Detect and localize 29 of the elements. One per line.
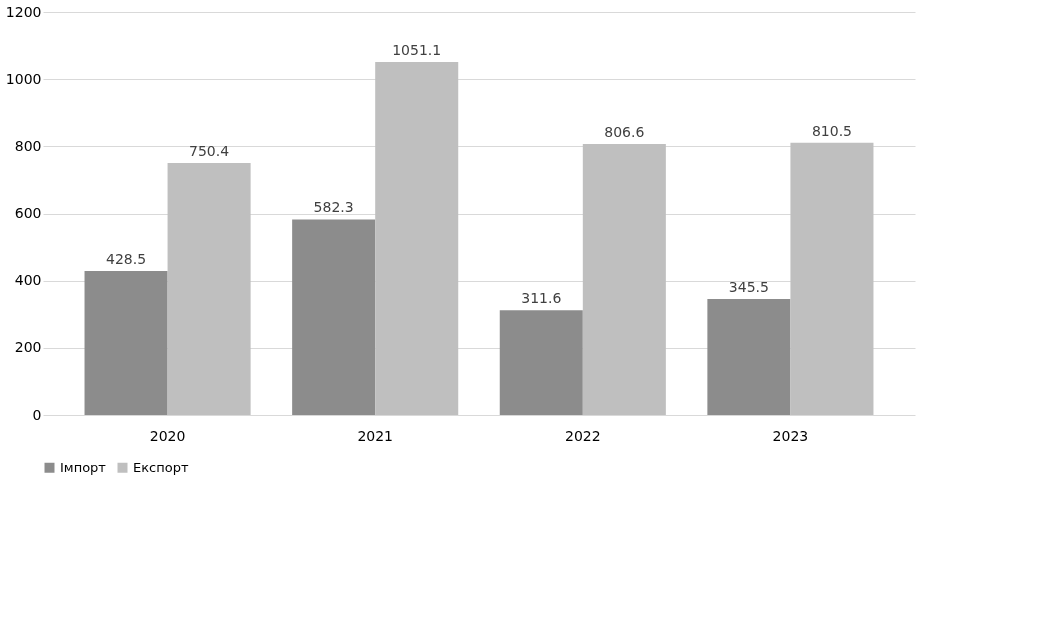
data-label: 345.5: [728, 278, 769, 295]
bar: [707, 298, 791, 415]
legend-label: Експорт: [133, 459, 189, 475]
bar: [167, 162, 251, 415]
legend-label: Імпорт: [60, 459, 107, 475]
bar: [790, 142, 874, 415]
x-tick-label: 2022: [564, 427, 601, 444]
bar: [375, 62, 459, 415]
data-label: 810.5: [811, 122, 852, 139]
bar: [499, 310, 583, 415]
y-tick-label: 400: [14, 272, 42, 289]
data-label: 582.3: [313, 199, 354, 216]
data-label: 1051.1: [392, 42, 442, 59]
y-tick-label: 600: [14, 205, 42, 221]
data-label: 750.4: [189, 142, 230, 159]
y-tick-label: 200: [14, 339, 42, 356]
data-label: 428.5: [106, 251, 147, 268]
y-tick-label: 1200: [5, 3, 42, 20]
y-tick-label: 0: [32, 406, 42, 423]
bar: [292, 219, 376, 415]
bar: [84, 271, 168, 415]
x-tick-label: 2021: [357, 427, 394, 444]
data-label: 311.6: [521, 290, 562, 307]
x-tick-label: 2020: [149, 427, 186, 444]
bar: [582, 144, 666, 415]
data-label: 806.6: [604, 124, 645, 141]
y-tick-label: 800: [14, 137, 42, 154]
x-tick-label: 2023: [772, 427, 809, 444]
y-tick-label: 1000: [5, 70, 42, 87]
